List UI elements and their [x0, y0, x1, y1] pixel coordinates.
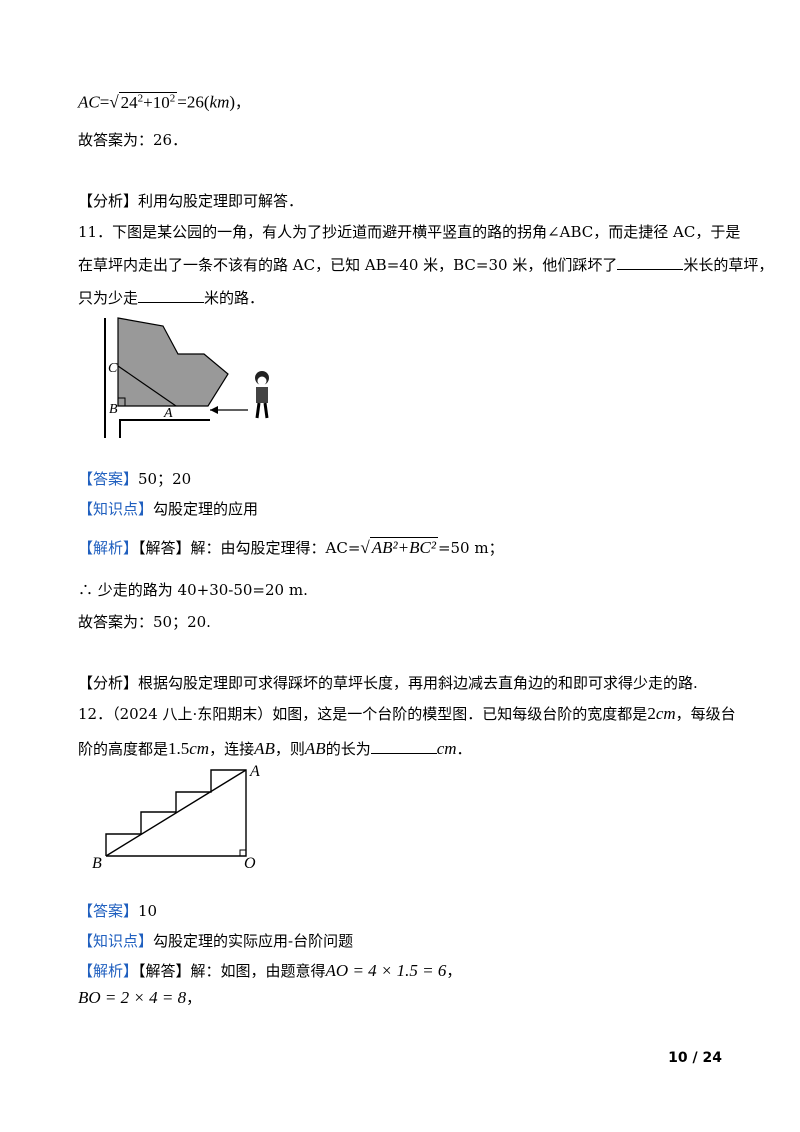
label-c: C — [108, 361, 118, 376]
q11-line1: 11．下图是某公园的一角，有人为了抄近道而避开横平竖直的路的拐角∠ABC，而走捷… — [78, 223, 741, 241]
segment-ab — [105, 769, 247, 857]
formula-lhs: AC — [78, 92, 100, 112]
q11-line2: 在草坪内走出了一条不该有的路 AC，已知 AB=40 米，BC=30 米，他们踩… — [78, 253, 773, 275]
path-ac — [117, 365, 177, 407]
q11-answer: 【答案】50；20 — [78, 470, 192, 488]
q11-analysis: 【分析】根据勾股定理即可求得踩坏的草坪长度，再用斜边减去直角边的和即可求得少走的… — [78, 674, 698, 692]
q12-answer: 【答案】10 — [78, 902, 158, 920]
q11-line3: 只为少走 米的路． — [78, 286, 264, 308]
formula-radicand: 242+102 — [118, 91, 178, 112]
q11-therefore: ∴ 少走的路为 40+30-50=20 m. — [78, 581, 308, 599]
q12-line1: 12．（2024 八上·东阳期末）如图，这是一个台阶的模型图．已知每级台阶的宽度… — [78, 704, 736, 723]
q12-knowledge: 【知识点】勾股定理的实际应用-台阶问题 — [78, 932, 354, 950]
lawn-shape — [117, 317, 229, 407]
page-number: 10 / 24 — [668, 1050, 722, 1066]
person-icon — [255, 371, 269, 419]
q12-line2: 阶的高度都是1.5cm，连接AB，则AB的长为 cm． — [78, 737, 472, 758]
prev-answer: 故答案为：26． — [78, 131, 188, 149]
q12-bo-line: BO = 2 × 4 = 8， — [78, 988, 202, 1007]
label-a: A — [249, 763, 260, 780]
q11-blank-1 — [617, 253, 684, 270]
label-b: B — [109, 402, 118, 417]
formula-line: AC=√ 242+102 =26(km)， — [78, 91, 251, 112]
q11-solution: 【解析】【解答】解：由勾股定理得：AC=√ AB²+BC² =50 m； — [78, 537, 504, 557]
label-b: B — [92, 855, 102, 872]
q12-solution: 【解析】【解答】解：如图，由题意得AO = 4 × 1.5 = 6， — [78, 961, 462, 980]
label-a: A — [163, 406, 173, 421]
q11-park-figure: C B A — [104, 317, 269, 438]
q11-knowledge: 【知识点】勾股定理的应用 — [78, 500, 259, 518]
q12-stairs-figure: A B O — [92, 763, 260, 872]
q11-blank-2 — [138, 286, 205, 303]
label-o: O — [244, 855, 256, 872]
formula-result: 26 — [186, 92, 204, 112]
stairs-outline — [105, 769, 247, 857]
q11-final: 故答案为：50；20. — [78, 613, 211, 631]
q12-blank — [370, 737, 437, 754]
prev-analysis: 【分析】利用勾股定理即可解答． — [78, 192, 304, 210]
